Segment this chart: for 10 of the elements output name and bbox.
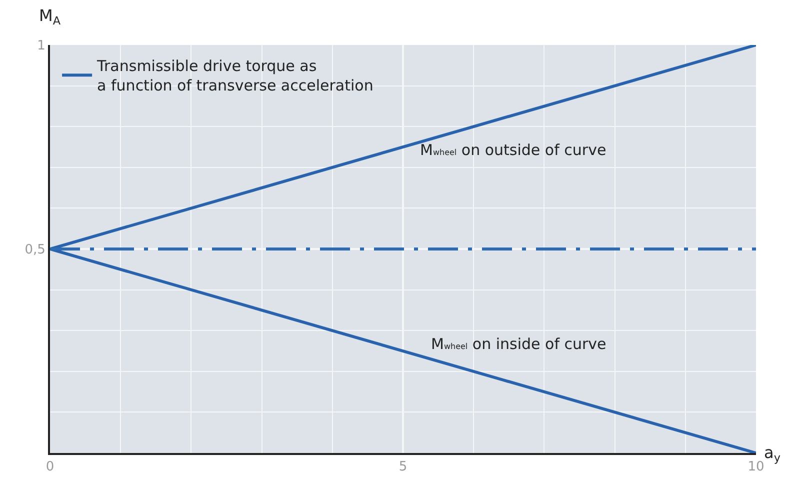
x-axis-title: a$_{y}$ <box>764 443 781 464</box>
x-tick-label: 5 <box>398 460 408 475</box>
x-tick-label: 10 <box>748 460 764 475</box>
y-tick-label: 1 <box>37 38 46 54</box>
annotation: Mwheel on outside of curve <box>420 141 606 159</box>
annotation: Mwheel on inside of curve <box>431 335 606 353</box>
legend-label: Transmissible drive torque as a function of transverse acceleration <box>96 57 374 95</box>
y-axis-title: M$_{A}$ <box>39 6 61 28</box>
y-tick-label: 0,5 <box>24 242 46 258</box>
x-tick-label: 0 <box>46 460 54 475</box>
